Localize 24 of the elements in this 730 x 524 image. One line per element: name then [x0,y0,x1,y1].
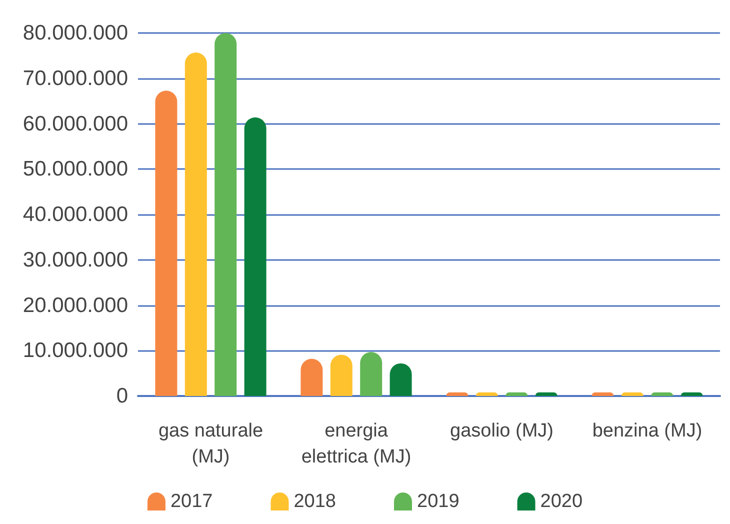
bar [330,354,352,396]
bar [244,117,266,396]
x-tick-label: gasolio (MJ) [450,420,554,442]
y-tick-label: 70.000.000 [22,66,128,90]
y-tick-label: 30.000.000 [22,248,128,272]
x-tick-label: gas naturale (MJ) [158,420,264,468]
bar [184,52,207,396]
y-tick-label: 80.000.000 [22,22,128,44]
y-tick-label: 40.000.000 [22,203,128,226]
y-tick-label: 50.000.000 [22,158,128,181]
bar [214,33,237,396]
y-tick-label: 20.000.000 [22,294,128,317]
bar [300,358,323,396]
legend-label: 2017 [170,491,213,512]
y-tick-label: 10.000.000 [22,339,128,362]
legend-label: 2018 [294,491,336,512]
y-tick-label: 60.000.000 [22,112,128,136]
legend-label: 2020 [540,491,583,512]
bar [155,90,178,396]
bar [360,352,382,396]
legend-label: 2019 [417,491,460,512]
x-tick-label: benzina (MJ) [592,420,702,442]
y-tick-label: 0 [116,384,128,408]
x-tick-label: energia elettrica (MJ) [301,420,412,468]
